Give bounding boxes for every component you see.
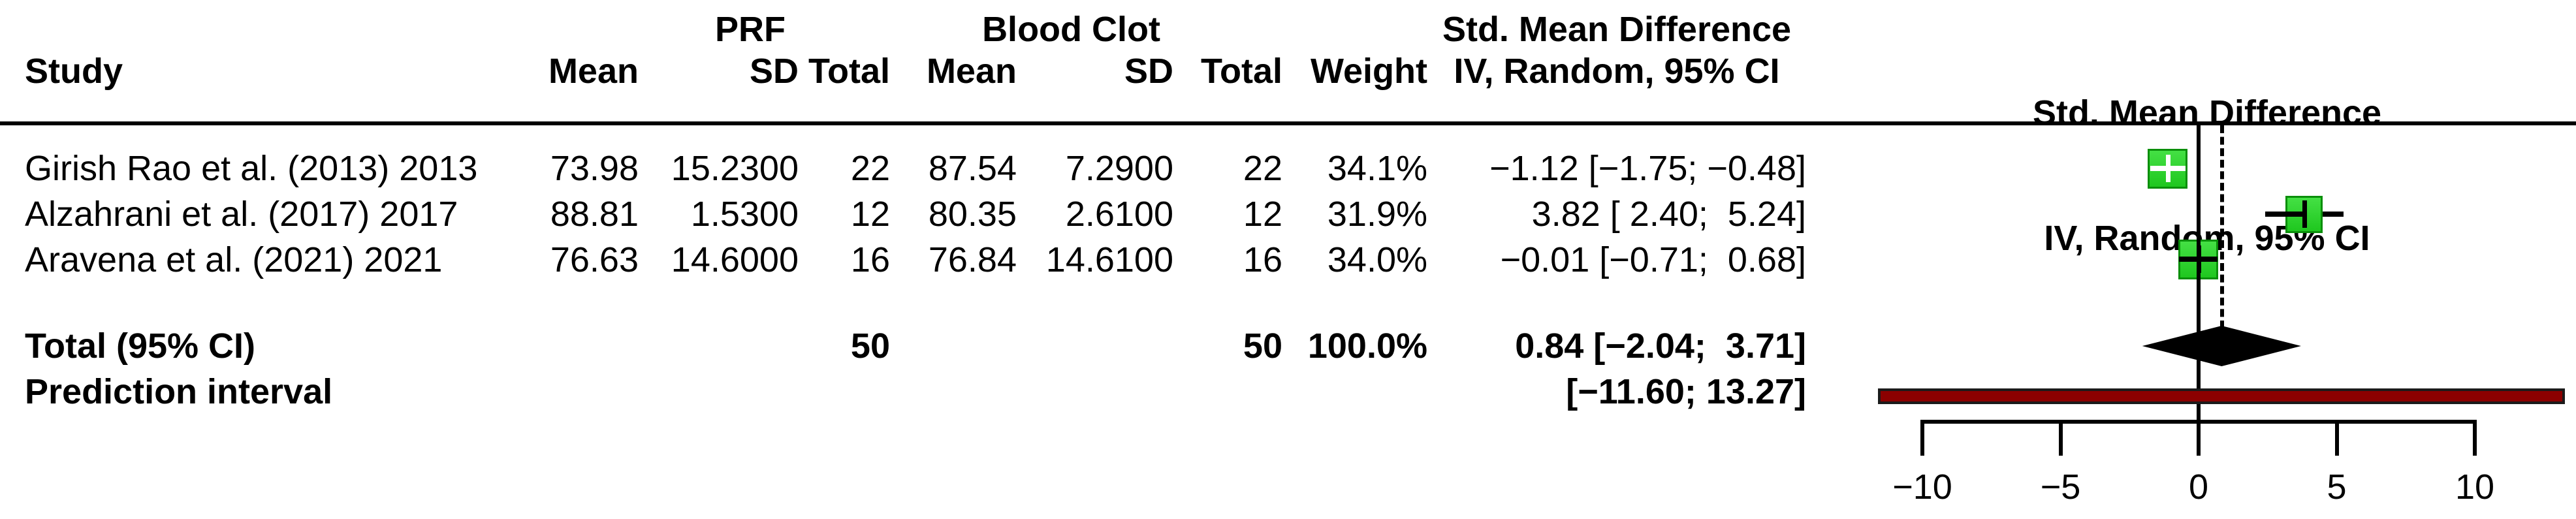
bc-total-value: 12	[1243, 195, 1282, 234]
header-prf-sd: SD	[749, 52, 799, 91]
header-group-blood-clot: Blood Clot	[982, 10, 1160, 49]
prediction-interval-bar	[1878, 388, 2566, 404]
axis-tick	[2334, 420, 2339, 456]
axis-tick	[2197, 420, 2201, 456]
header-prf-total: Total	[808, 52, 890, 91]
smd-ci-value: −0.01 [−0.71; 0.68]	[1500, 240, 1806, 279]
pooled-dashed-line	[2219, 125, 2224, 328]
axis-tick-label: −10	[1892, 467, 1952, 507]
total-smd-ci: 0.84 [−2.04; 3.71]	[1515, 326, 1806, 366]
bc-mean-value: 87.54	[928, 149, 1017, 188]
weight-value: 34.1%	[1327, 149, 1427, 188]
prf-sd-value: 15.2300	[671, 149, 799, 188]
point-estimate-tick	[2165, 155, 2171, 182]
prf-mean-value: 88.81	[550, 195, 639, 234]
axis-tick-label: −5	[2040, 467, 2081, 507]
prf-total-value: 12	[850, 195, 890, 234]
header-smd-title: Std. Mean Difference	[1442, 10, 1792, 49]
prediction-interval-ci: [−11.60; 13.27]	[1566, 372, 1806, 411]
point-estimate-tick	[2302, 200, 2307, 228]
header-bc-sd: SD	[1124, 52, 1173, 91]
prf-total-value: 22	[850, 149, 890, 188]
prf-mean-value: 76.63	[550, 240, 639, 279]
axis-tick	[1920, 420, 1924, 456]
header-weight: Weight	[1311, 52, 1427, 91]
bc-sd-value: 14.6100	[1045, 240, 1173, 279]
bc-total-value: 22	[1243, 149, 1282, 188]
header-bc-total: Total	[1201, 52, 1282, 91]
total-weight: 100.0%	[1307, 326, 1427, 366]
header-study: Study	[25, 52, 123, 91]
weight-value: 34.0%	[1327, 240, 1427, 279]
smd-ci-value: 3.82 [ 2.40; 5.24]	[1531, 195, 1806, 234]
zero-line	[2197, 125, 2201, 453]
bc-mean-value: 80.35	[928, 195, 1017, 234]
study-label: Girish Rao et al. (2013) 2013	[25, 149, 478, 188]
study-rows: Girish Rao et al. (2013) 2013 73.98 15.2…	[25, 146, 1806, 283]
header-bc-mean: Mean	[926, 52, 1017, 91]
study-label: Aravena et al. (2021) 2021	[25, 240, 443, 279]
smd-ci-value: −1.12 [−1.75; −0.48]	[1489, 149, 1806, 188]
axis-tick-label: 10	[2455, 467, 2495, 507]
point-estimate-hline	[2265, 212, 2305, 217]
total-bc-n: 50	[1243, 326, 1282, 366]
table-header: PRF Blood Clot Std. Mean Difference Stud…	[25, 8, 1806, 92]
header-group-prf: PRF	[715, 10, 786, 49]
heterogeneity-note: Heterogeneity: Tau2 = 6.2051; Chi2 = 38.…	[25, 507, 1147, 519]
bc-total-value: 16	[1243, 240, 1282, 279]
prf-total-value: 16	[850, 240, 890, 279]
pooled-diamond	[2142, 326, 2301, 366]
header-smd-model: IV, Random, 95% CI	[1454, 52, 1780, 91]
axis-tick	[2473, 420, 2477, 456]
prf-mean-value: 73.98	[550, 149, 639, 188]
total-label: Total (95% CI)	[25, 326, 256, 366]
header-divider-line	[0, 121, 2576, 125]
total-prf-n: 50	[850, 326, 890, 366]
plot-title-line1: Std. Mean Difference	[2032, 93, 2382, 133]
prf-sd-value: 14.6000	[671, 240, 799, 279]
prediction-interval-label: Prediction interval	[25, 372, 333, 411]
prf-sd-value: 1.5300	[690, 195, 799, 234]
study-label: Alzahrani et al. (2017) 2017	[25, 195, 458, 234]
axis-tick-label: 5	[2327, 467, 2347, 507]
header-prf-mean: Mean	[548, 52, 639, 91]
summary-rows: Total (95% CI) 50 50 100.0% 0.84 [−2.04;…	[25, 323, 1806, 415]
axis-tick	[2058, 420, 2063, 456]
bc-mean-value: 76.84	[928, 240, 1017, 279]
axis-tick-label: 0	[2188, 467, 2209, 507]
bc-sd-value: 2.6100	[1065, 195, 1173, 234]
footnotes: Heterogeneity: Tau2 = 6.2051; Chi2 = 38.…	[25, 417, 1147, 519]
bc-sd-value: 7.2900	[1065, 149, 1173, 188]
weight-value: 31.9%	[1327, 195, 1427, 234]
